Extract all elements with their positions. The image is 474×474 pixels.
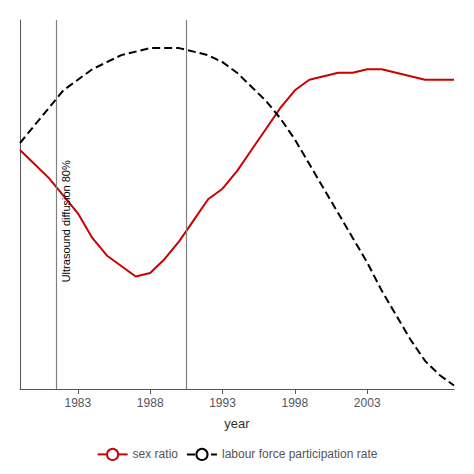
svg-text:2003: 2003 [354,396,381,410]
svg-text:1983: 1983 [65,396,92,410]
svg-text:year: year [224,416,250,431]
svg-text:1998: 1998 [282,396,309,410]
svg-text:sex ratio: sex ratio [133,447,179,461]
svg-text:1988: 1988 [137,396,164,410]
svg-text:labour force participation rat: labour force participation rate [222,447,378,461]
svg-text:1993: 1993 [209,396,236,410]
svg-text:Ultrasound diffusion 80%: Ultrasound diffusion 80% [60,160,72,282]
